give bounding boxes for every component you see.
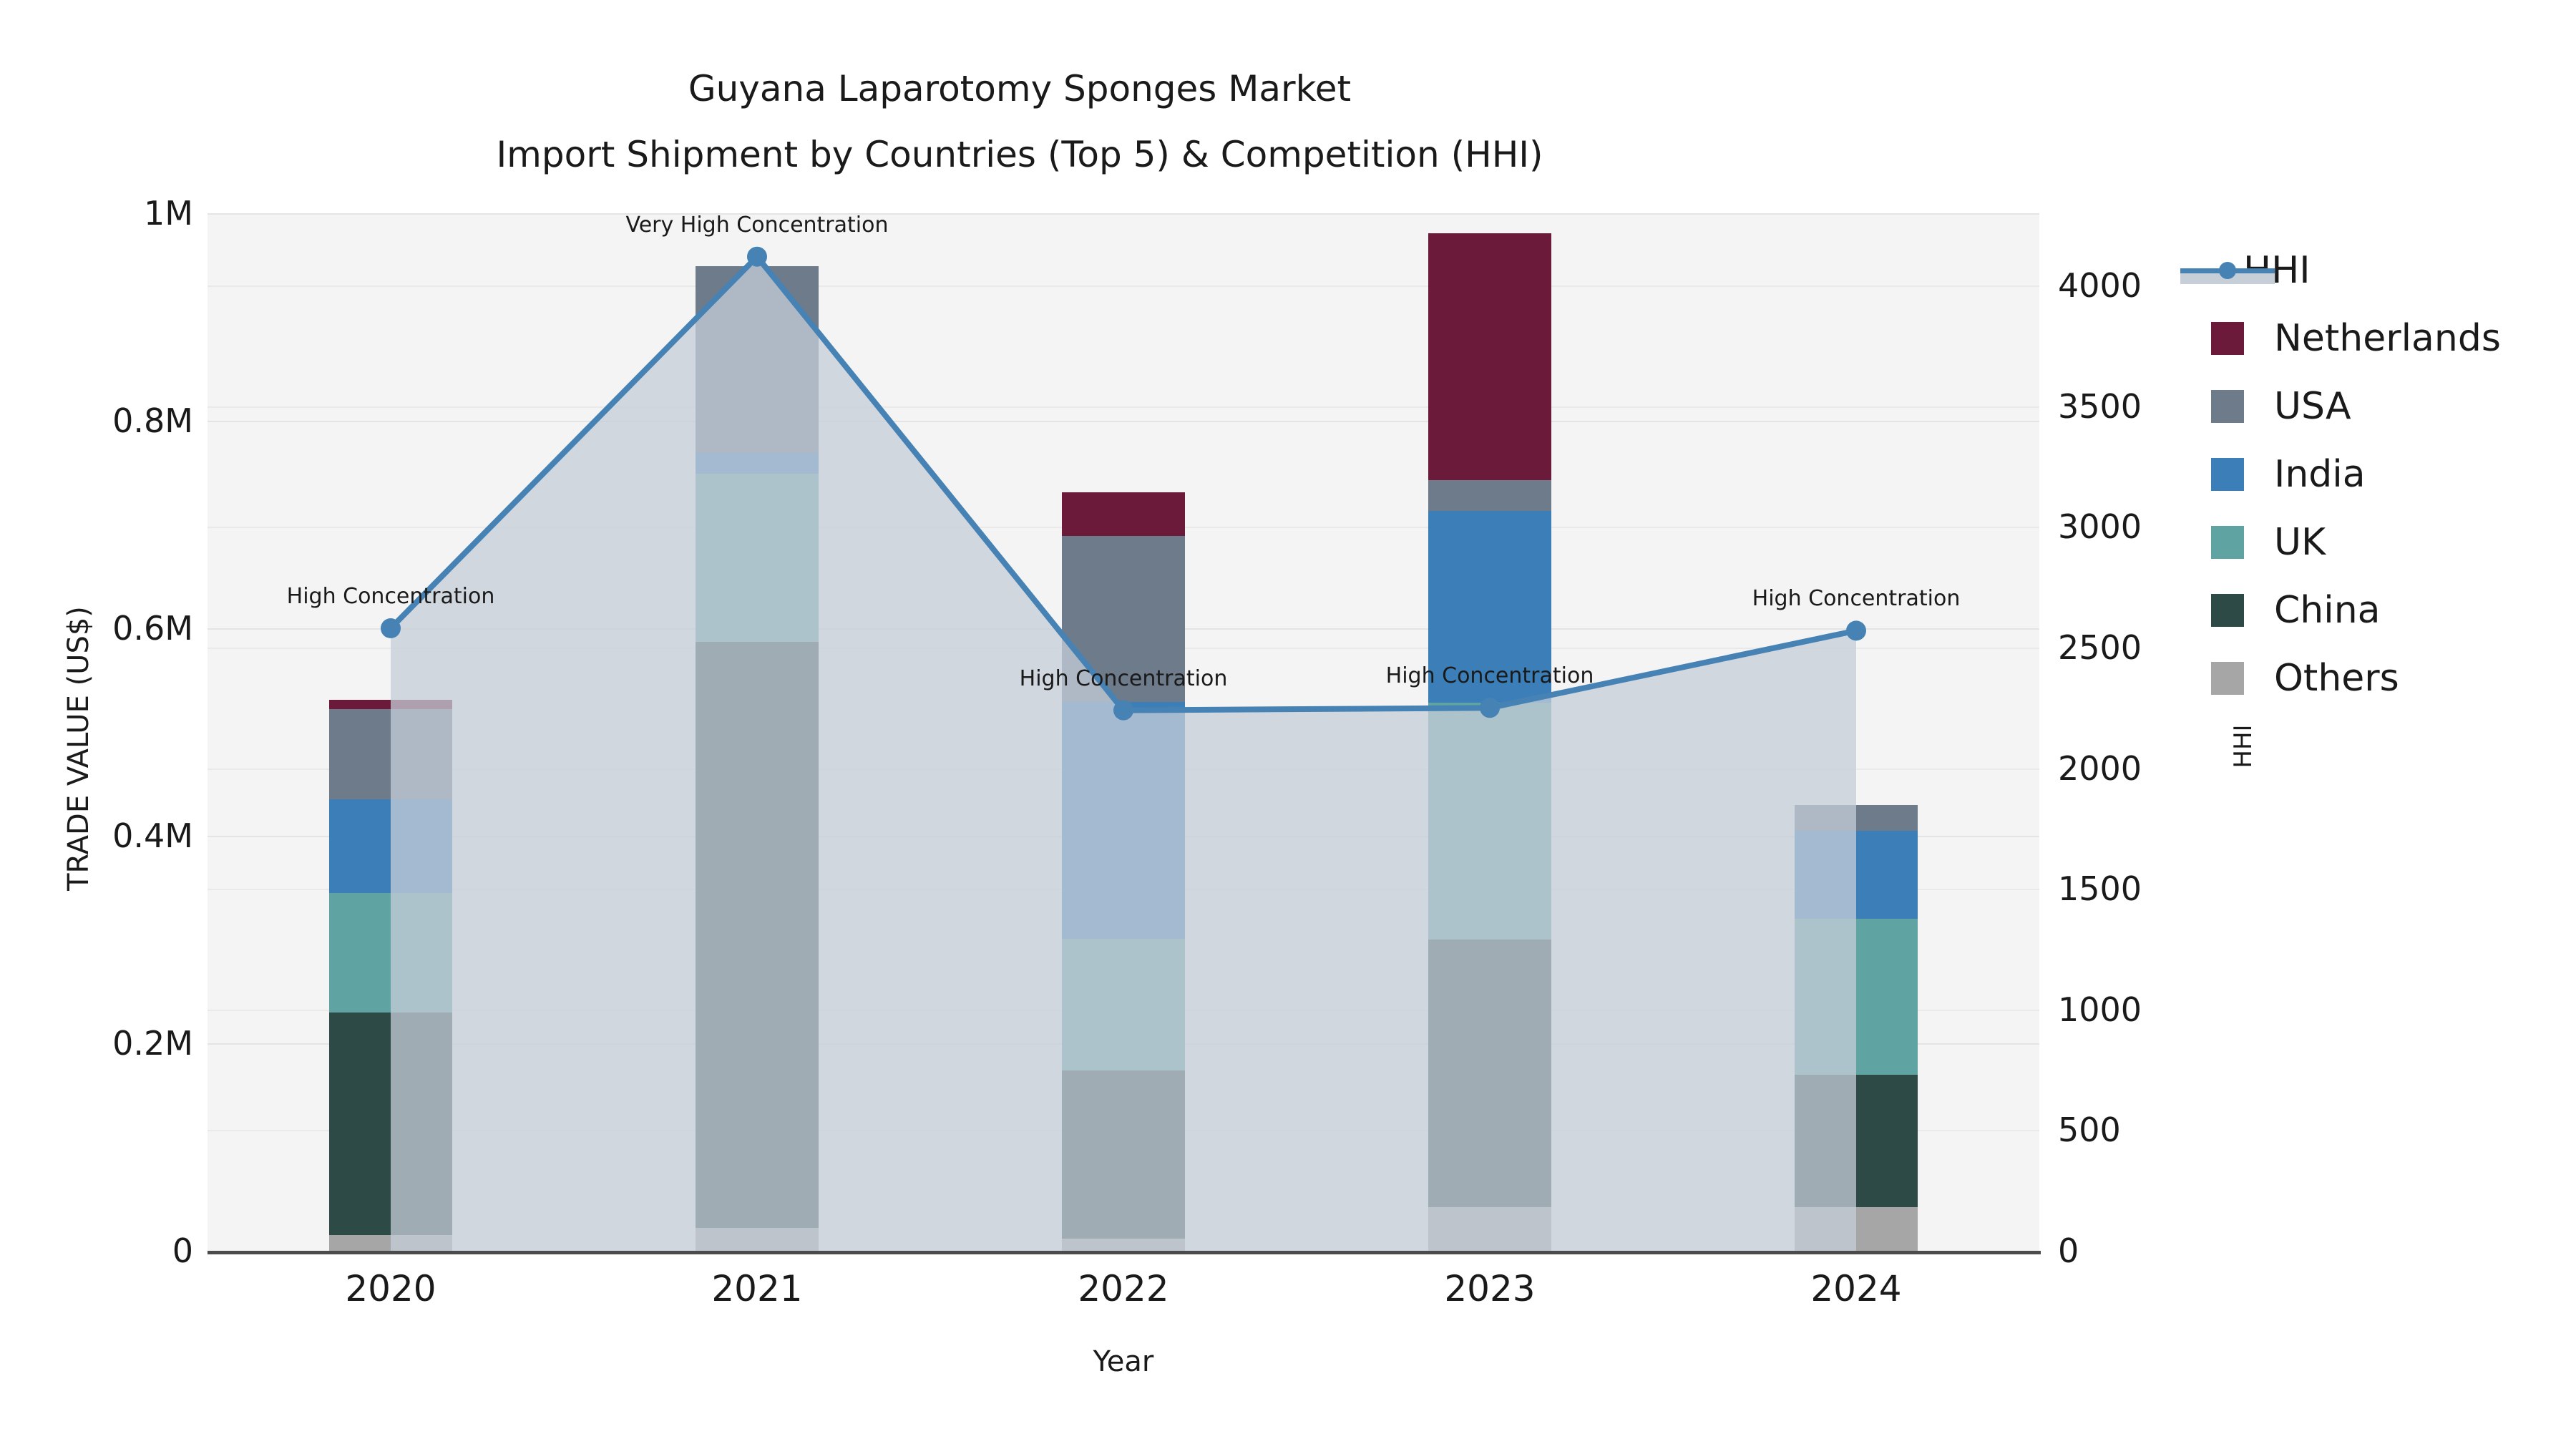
- legend-swatch-india: [2211, 457, 2244, 491]
- bar-segment-netherlands-2022[interactable]: [1062, 492, 1185, 536]
- bar-segment-netherlands-2023[interactable]: [1428, 233, 1551, 480]
- hhi-marker-2024[interactable]: [1846, 620, 1866, 641]
- y-tick-left-0.4M: 0.4M: [112, 816, 193, 855]
- hhi-marker-2021[interactable]: [747, 246, 767, 267]
- hhi-annotation-2020: High Concentration: [286, 584, 495, 609]
- legend-swatch-netherlands: [2211, 321, 2244, 355]
- x-axis-label: Year: [1093, 1345, 1154, 1378]
- legend-swatch-others: [2211, 661, 2244, 695]
- legend-label-netherlands: Netherlands: [2274, 316, 2501, 360]
- hhi-annotation-2021: Very High Concentration: [625, 212, 889, 238]
- y-tick-right-4000: 4000: [2058, 266, 2142, 306]
- plot-area: High Concentration Very High Concentratio…: [208, 212, 2039, 1252]
- legend-swatch-uk: [2211, 525, 2244, 559]
- hhi-line-layer: [381, 246, 1866, 1252]
- legend-label-usa: USA: [2274, 384, 2351, 428]
- hhi-annotation-2024: High Concentration: [1752, 586, 1961, 612]
- y-axis-left-label: TRADE VALUE (US$): [62, 606, 95, 891]
- y-tick-right-1500: 1500: [2058, 869, 2142, 909]
- legend-item-hhi[interactable]: HHI: [2180, 236, 2569, 304]
- hhi-marker-2022[interactable]: [1113, 700, 1133, 721]
- y-tick-left-0: 0: [172, 1231, 193, 1270]
- x-tick-2023: 2023: [1444, 1268, 1536, 1309]
- legend-label-china: China: [2274, 588, 2381, 632]
- y-tick-left-0.2M: 0.2M: [112, 1024, 193, 1063]
- x-axis-spine: [208, 1251, 2041, 1254]
- legend-item-netherlands[interactable]: Netherlands: [2211, 304, 2569, 372]
- chart-subtitle: Import Shipment by Countries (Top 5) & C…: [496, 134, 1543, 175]
- gridline: [208, 421, 2039, 422]
- legend-item-india[interactable]: India: [2211, 440, 2569, 508]
- y-tick-right-3500: 3500: [2058, 386, 2142, 426]
- bar-segment-india-2023[interactable]: [1428, 511, 1551, 703]
- hhi-annotation-2023: High Concentration: [1385, 663, 1594, 689]
- legend-item-uk[interactable]: UK: [2211, 508, 2569, 576]
- chart-title-block: Guyana Laparotomy Sponges Market Import …: [0, 56, 2039, 187]
- y-tick-left-0.6M: 0.6M: [112, 609, 193, 648]
- hhi-marker-2023[interactable]: [1480, 698, 1500, 718]
- legend: HHI Netherlands USA India UK China Others: [2180, 236, 2569, 712]
- legend-item-china[interactable]: China: [2211, 576, 2569, 644]
- x-tick-2022: 2022: [1078, 1268, 1169, 1309]
- bar-segment-usa-2023[interactable]: [1428, 479, 1551, 512]
- x-tick-2021: 2021: [711, 1268, 803, 1309]
- legend-item-usa[interactable]: USA: [2211, 372, 2569, 440]
- y-tick-right-2000: 2000: [2058, 748, 2142, 788]
- x-tick-2024: 2024: [1810, 1268, 1902, 1309]
- gridline: [208, 286, 2039, 288]
- y-tick-right-0: 0: [2058, 1231, 2079, 1270]
- legend-swatch-usa: [2211, 389, 2244, 423]
- legend-item-others[interactable]: Others: [2211, 644, 2569, 712]
- hhi-annotation-2022: High Concentration: [1019, 665, 1228, 691]
- legend-line-swatch: [2180, 254, 2275, 287]
- hhi-marker-2020[interactable]: [381, 618, 401, 638]
- y-tick-right-500: 500: [2058, 1111, 2121, 1150]
- legend-label-india: India: [2274, 452, 2366, 496]
- legend-label-others: Others: [2274, 656, 2399, 700]
- gridline: [208, 406, 2039, 408]
- hhi-area-fill: [391, 256, 1856, 1252]
- y-tick-right-2500: 2500: [2058, 628, 2142, 667]
- x-tick-2020: 2020: [345, 1268, 436, 1309]
- chart-title: Guyana Laparotomy Sponges Market: [688, 68, 1352, 109]
- y-tick-left-0.8M: 0.8M: [112, 401, 193, 440]
- legend-swatch-china: [2211, 593, 2244, 627]
- y-tick-left-1M: 1M: [144, 194, 193, 233]
- gridline: [208, 213, 2039, 215]
- legend-label-uk: UK: [2274, 520, 2326, 564]
- y-tick-right-1000: 1000: [2058, 990, 2142, 1029]
- y-tick-right-3000: 3000: [2058, 507, 2142, 547]
